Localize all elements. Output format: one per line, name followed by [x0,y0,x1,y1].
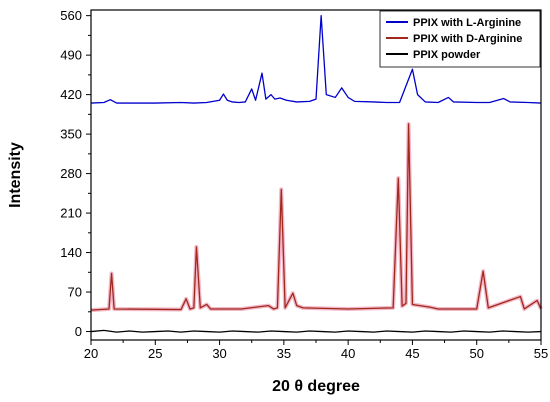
y-tick-label: 210 [60,206,82,221]
x-axis-title: 20 θ degree [272,378,360,395]
series-layer [90,14,543,333]
x-tick-label: 50 [469,346,483,361]
x-tick-label: 40 [341,346,355,361]
series-highlight [90,121,543,313]
y-tick-label: 70 [68,285,82,300]
x-tick-label: 25 [148,346,162,361]
x-tick-label: 55 [534,346,548,361]
legend-entry: PPIX with L-Arginine [413,17,521,29]
y-tick-label: 350 [60,127,82,142]
legend-entry: PPIX with D-Arginine [413,33,522,45]
series-line-2 [90,123,542,311]
legend: PPIX with L-Arginine PPIX with D-Arginine… [379,10,541,68]
series-line-1 [90,14,542,104]
y-tick-label: 490 [60,48,82,63]
axis-ticks [86,15,542,345]
y-tick-label: 0 [75,324,82,339]
series-line-3 [90,329,542,333]
x-tick-label: 20 [84,346,98,361]
tick-labels: 20 25 30 35 40 45 50 55 0 70 140 210 280 350 420 490 560 [60,8,548,361]
y-axis-title: Intensity [7,142,24,208]
y-tick-label: 140 [60,245,82,260]
x-tick-label: 45 [405,346,419,361]
y-tick-label: 420 [60,87,82,102]
x-tick-label: 35 [277,346,291,361]
y-tick-label: 560 [60,8,82,23]
y-tick-label: 280 [60,166,82,181]
legend-entry: PPIX powder [413,49,481,61]
x-tick-label: 30 [212,346,226,361]
